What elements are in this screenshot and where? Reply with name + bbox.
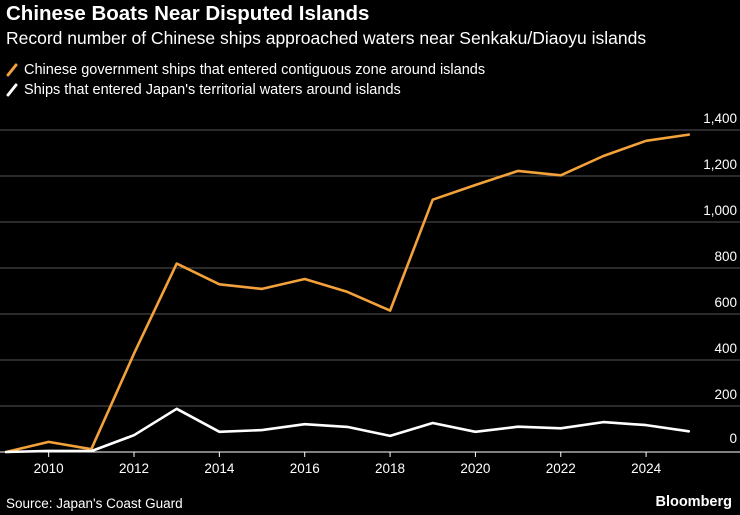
y-tick-label-1,400: 1,400 [703, 111, 737, 126]
legend-label-territorial: Ships that entered Japan's territorial w… [24, 82, 401, 98]
x-tick-label-2022: 2022 [546, 461, 576, 476]
x-tick-label-2024: 2024 [631, 461, 662, 476]
legend-swatch-contiguous [6, 63, 18, 77]
chart-title: Chinese Boats Near Disputed Islands [6, 2, 370, 25]
bloomberg-logo: Bloomberg [655, 494, 732, 510]
y-tick-label-1,000: 1,000 [703, 203, 737, 218]
y-tick-label-800: 800 [714, 249, 737, 264]
legend-item-contiguous: Chinese government ships that entered co… [6, 62, 485, 78]
legend-item-territorial: Ships that entered Japan's territorial w… [6, 82, 401, 98]
y-tick-label-0: 0 [729, 431, 737, 446]
x-tick-label-2010: 2010 [34, 461, 64, 476]
x-tick-label-2014: 2014 [204, 461, 235, 476]
y-tick-label-600: 600 [714, 295, 737, 310]
chart-subtitle: Record number of Chinese ships approache… [6, 28, 647, 48]
y-tick-label-200: 200 [714, 387, 737, 402]
legend-swatch-territorial [6, 83, 18, 97]
y-tick-label-400: 400 [714, 341, 737, 356]
source-note: Source: Japan's Coast Guard [6, 496, 183, 511]
x-tick-label-2020: 2020 [460, 461, 490, 476]
y-tick-label-1,200: 1,200 [703, 157, 737, 172]
x-tick-label-2012: 2012 [119, 461, 149, 476]
x-tick-label-2018: 2018 [375, 461, 405, 476]
x-tick-label-2016: 2016 [290, 461, 320, 476]
series-line-contiguous [4, 133, 691, 454]
series-line-territorial [4, 407, 691, 454]
legend-label-contiguous: Chinese government ships that entered co… [24, 62, 486, 78]
